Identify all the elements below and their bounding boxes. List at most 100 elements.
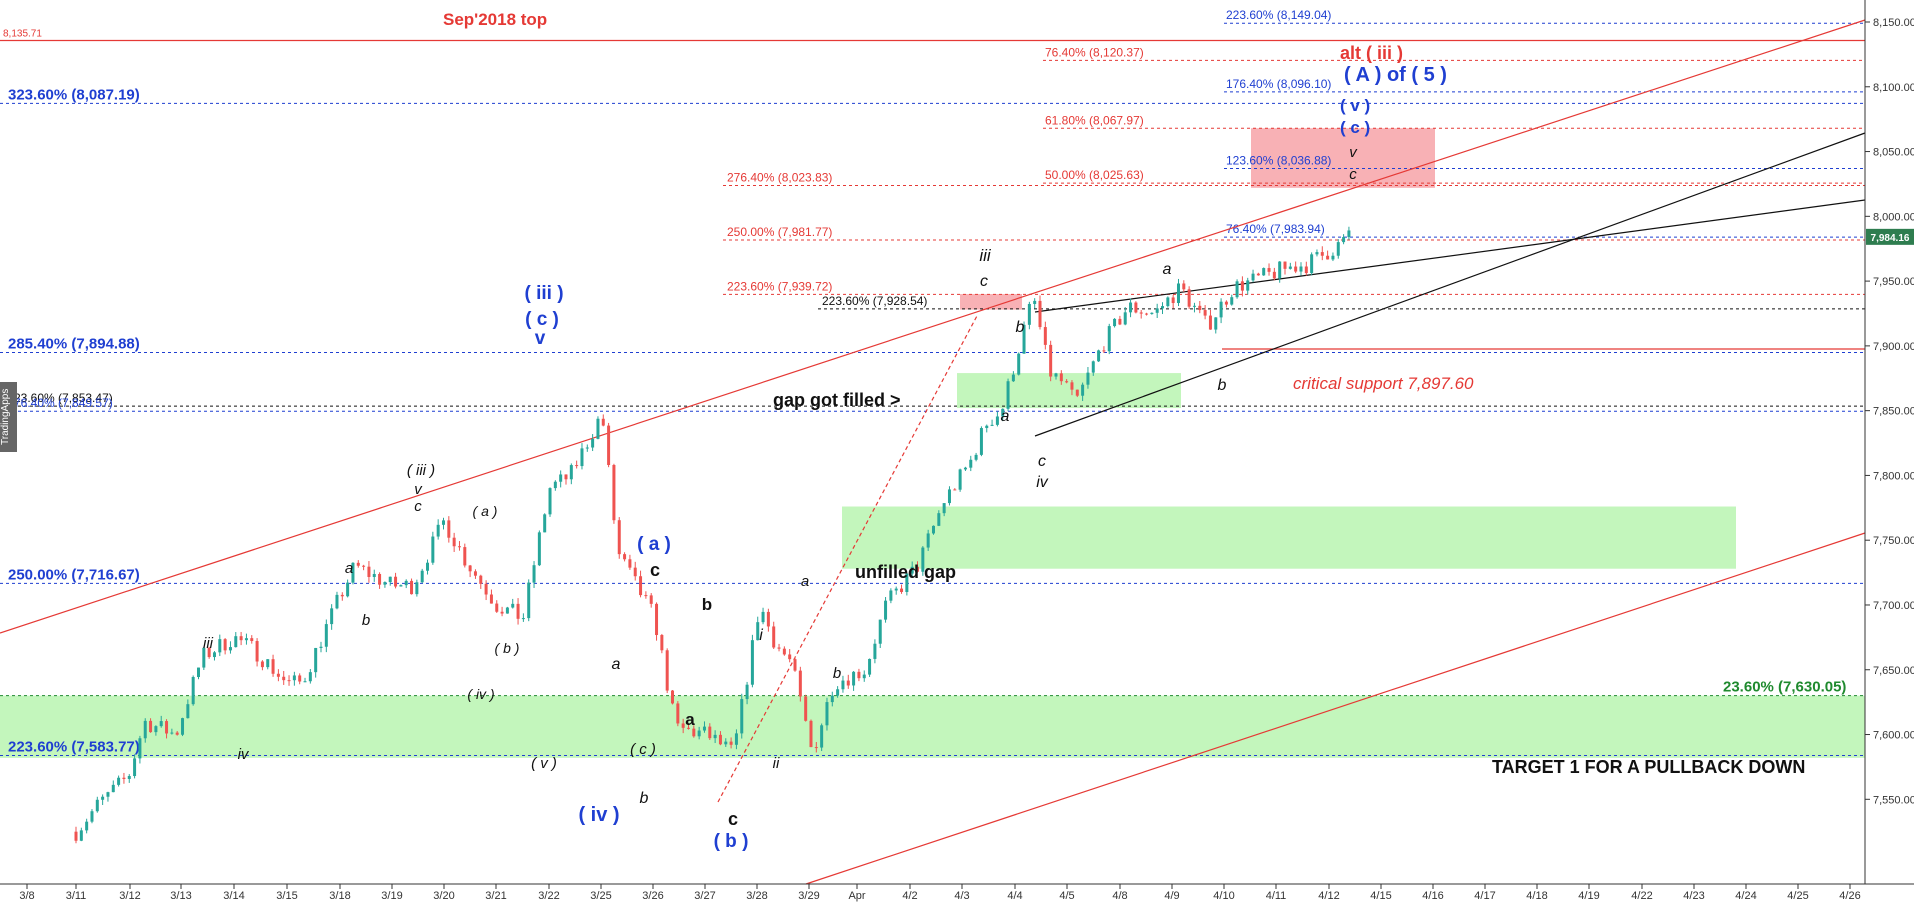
wave-label-6: c — [414, 498, 422, 515]
candle-body — [660, 635, 664, 651]
candle-body — [1001, 408, 1005, 417]
x-tick-label: 4/17 — [1474, 890, 1495, 902]
candle-body — [330, 608, 334, 625]
candle-body — [1134, 302, 1138, 313]
candle-body — [1139, 312, 1143, 314]
candle-body — [894, 588, 898, 591]
candle-body — [852, 671, 856, 686]
channel-upper — [0, 19, 1866, 634]
wave-label-19: c — [650, 560, 660, 580]
y-tick-label: 8,100.00 — [1873, 82, 1914, 94]
candle-body — [665, 650, 669, 691]
wave-label-4: ( iii ) — [407, 462, 435, 479]
fib-label-3: 323.60% (8,087.19) — [8, 86, 140, 103]
wave-label-12: ( iii ) — [524, 283, 563, 304]
x-tick-label: 4/8 — [1112, 890, 1127, 902]
candle-body — [596, 418, 600, 439]
candle-body — [484, 583, 488, 595]
fib-label-1: 76.40% (8,120.37) — [1045, 45, 1144, 59]
fib-label-17: 223.60% (7,583.77) — [8, 739, 140, 756]
x-tick-label: 4/22 — [1631, 890, 1652, 902]
x-tick-label: 4/16 — [1422, 890, 1443, 902]
candle-body — [804, 696, 808, 721]
fib-label-15: 250.00% (7,716.67) — [8, 566, 140, 583]
candle-body — [223, 639, 227, 651]
x-tick-label: 4/18 — [1526, 890, 1547, 902]
candle-body — [186, 704, 190, 719]
candle-body — [697, 730, 701, 737]
x-tick-label: 4/9 — [1164, 890, 1179, 902]
candle-body — [191, 677, 195, 705]
zone-target — [0, 695, 1865, 758]
y-tick-label: 8,000.00 — [1873, 211, 1914, 223]
candle-body — [1288, 266, 1292, 269]
watermark: TradingApps — [0, 382, 17, 452]
candle-body — [1283, 261, 1287, 269]
candle-body — [79, 830, 83, 841]
x-tick-label: 4/15 — [1370, 890, 1391, 902]
zone-red-target — [1251, 128, 1435, 188]
candle-body — [825, 702, 829, 726]
candle-body — [1150, 312, 1154, 314]
candle-body — [1065, 381, 1069, 383]
candle-body — [212, 652, 216, 658]
wave-label-13: ( c ) — [525, 309, 559, 330]
a-of-5-label: ( A ) of ( 5 ) — [1344, 64, 1447, 86]
candle-body — [979, 428, 983, 455]
candle-body — [479, 575, 483, 584]
wave-label-1: iv — [238, 746, 250, 763]
candle-body — [175, 732, 179, 735]
candle-body — [527, 582, 531, 619]
candle-body — [500, 611, 504, 614]
c-blue-label: ( c ) — [1340, 118, 1370, 137]
candle-body — [1187, 289, 1191, 307]
candle-body — [607, 425, 611, 466]
candle-body — [623, 554, 627, 560]
candle-body — [782, 648, 786, 655]
candle-body — [463, 547, 467, 566]
candle-body — [900, 588, 904, 593]
candle-body — [1070, 382, 1074, 390]
wave-label-28: iii — [979, 246, 992, 265]
annotations-layer: Sep'2018 top alt ( iii ) ( A ) of ( 5 ) … — [203, 10, 1805, 852]
candle-body — [260, 661, 264, 668]
candle-body — [601, 418, 605, 426]
fib-label-16: 23.60% (7,630.05) — [1723, 679, 1846, 696]
candle-body — [367, 566, 371, 577]
candle-body — [154, 726, 158, 733]
candle-body — [793, 659, 797, 671]
candle-body — [202, 647, 206, 668]
candle-body — [1011, 374, 1015, 382]
sep-top-value: 8,135.71 — [3, 29, 42, 40]
candle-body — [1171, 297, 1175, 304]
candle-body — [1059, 373, 1063, 382]
wave-label-18: ( a ) — [637, 534, 671, 555]
candle-body — [282, 676, 286, 681]
wave-label-16: a — [612, 656, 621, 673]
candle-body — [1310, 254, 1314, 274]
candle-body — [383, 582, 387, 585]
candle-body — [575, 465, 579, 467]
candle-body — [511, 603, 515, 608]
candle-body — [410, 580, 414, 595]
candle-body — [931, 525, 935, 534]
zone-small-red — [960, 294, 1022, 310]
candle-body — [756, 622, 760, 641]
candle-body — [702, 726, 706, 731]
candle-body — [958, 469, 962, 490]
candle-body — [543, 514, 547, 533]
candle-body — [553, 481, 557, 489]
candle-body — [1027, 303, 1031, 325]
candle-body — [820, 725, 824, 748]
candle-body — [207, 647, 211, 658]
candle-body — [1214, 317, 1218, 330]
x-tick-label: 4/23 — [1683, 890, 1704, 902]
candle-body — [244, 638, 248, 641]
candles-layer — [74, 226, 1351, 844]
price-tag-box — [1866, 228, 1914, 245]
candle-body — [170, 732, 174, 734]
candle-body — [750, 640, 754, 685]
candle-body — [729, 741, 733, 745]
candle-body — [639, 576, 643, 596]
